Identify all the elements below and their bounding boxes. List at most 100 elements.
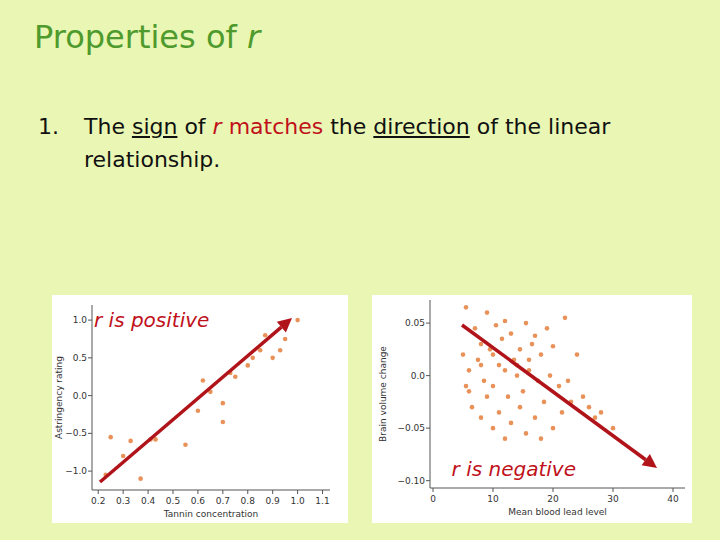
bullet-number: 1. [38, 110, 84, 143]
point [485, 310, 490, 315]
x-tick [272, 490, 273, 494]
point [270, 356, 275, 361]
point [542, 400, 547, 405]
point [503, 368, 508, 373]
arrow-shaft [462, 325, 646, 460]
point [524, 321, 529, 326]
y-tick [88, 471, 92, 472]
point [539, 352, 544, 357]
x-tick [247, 490, 248, 494]
y-axis [430, 300, 431, 488]
x-tick [123, 490, 124, 494]
x-tick [98, 490, 99, 494]
point [524, 431, 529, 436]
y-tick-label: 0.05 [405, 318, 425, 328]
point [503, 319, 508, 324]
chart: 0.20.30.40.50.60.70.80.91.01.1−1.0−0.50.… [52, 295, 348, 523]
point [476, 358, 481, 363]
point [485, 394, 490, 399]
y-tick-label: 0.5 [73, 353, 87, 363]
point [464, 384, 469, 389]
y-axis-label: Astringency rating [54, 356, 64, 439]
arrow-shaft [100, 327, 281, 482]
x-tick [197, 490, 198, 494]
y-tick [426, 375, 430, 376]
x-tick-label: 0.4 [141, 496, 156, 506]
x-tick [553, 488, 554, 492]
point [473, 326, 478, 331]
bullet-part: r [213, 114, 222, 139]
x-tick [148, 490, 149, 494]
point [539, 436, 544, 441]
point [250, 356, 255, 361]
point [509, 331, 514, 336]
point [599, 410, 604, 415]
annotation: r is positive [94, 308, 209, 332]
x-tick-label: 30 [607, 494, 619, 504]
x-tick [433, 488, 434, 492]
point [201, 378, 206, 383]
point [566, 379, 571, 384]
point [128, 439, 133, 444]
y-tick-label: −0.05 [397, 423, 425, 433]
point [295, 318, 300, 323]
point [221, 420, 226, 425]
point [515, 373, 520, 378]
bullet-part: the [323, 114, 373, 139]
point [278, 348, 283, 353]
x-tick-label: 20 [547, 494, 559, 504]
point [506, 394, 511, 399]
bullet-part: direction [373, 114, 469, 139]
y-tick-label: 0.0 [411, 371, 426, 381]
x-tick-label: 0.9 [266, 496, 281, 506]
y-tick-label: 0.0 [73, 391, 88, 401]
x-axis-label: Tannin concentration [163, 509, 258, 519]
bullet: 1.The sign of r matches the direction of… [38, 110, 684, 176]
point [479, 415, 484, 420]
panel [372, 295, 692, 523]
bullet-part: matches [229, 114, 324, 139]
point [518, 405, 523, 410]
y-tick [426, 480, 430, 481]
point [533, 415, 538, 420]
title-part: r [247, 18, 260, 56]
point [611, 426, 616, 431]
x-tick [222, 490, 223, 494]
slide-title: Properties of r [34, 18, 260, 56]
charts: 0.20.30.40.50.60.70.80.91.01.1−1.0−0.50.… [0, 0, 720, 540]
point [233, 374, 238, 379]
point [283, 337, 288, 342]
x-tick-label: 0.3 [116, 496, 130, 506]
point [545, 326, 550, 331]
point [196, 408, 201, 413]
point [470, 405, 475, 410]
point [587, 405, 592, 410]
x-axis-label: Mean blood lead level [508, 507, 607, 517]
y-tick-label: −0.5 [65, 428, 87, 438]
point [121, 454, 126, 459]
y-tick-label: 1.0 [73, 315, 88, 325]
bullet-part: of [177, 114, 212, 139]
point [521, 389, 526, 394]
point [491, 426, 496, 431]
point [548, 373, 553, 378]
point [563, 316, 568, 321]
y-axis [92, 305, 93, 490]
point [183, 442, 188, 447]
x-tick [493, 488, 494, 492]
point [560, 410, 565, 415]
point [575, 352, 580, 357]
bullet-part: The [84, 114, 132, 139]
x-axis [430, 488, 685, 489]
point [467, 389, 472, 394]
x-tick-label: 0.7 [216, 496, 230, 506]
point [527, 358, 532, 363]
point [494, 323, 499, 328]
x-tick [613, 488, 614, 492]
x-tick-label: 0 [430, 494, 436, 504]
title-part: Properties of [34, 18, 247, 56]
y-tick [426, 323, 430, 324]
point [497, 363, 502, 368]
point [557, 384, 562, 389]
y-tick [88, 433, 92, 434]
